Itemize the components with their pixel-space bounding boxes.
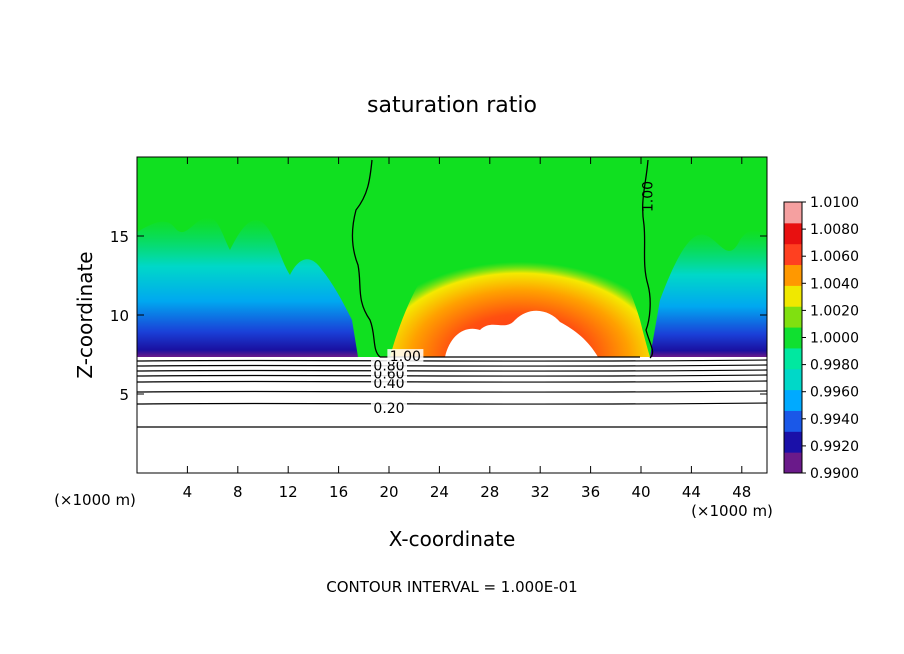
x-unit-left-label: (×1000 m) xyxy=(54,491,136,509)
contour-label-bg xyxy=(387,349,424,363)
contour-label-bg xyxy=(371,401,407,415)
x-tick-label: 8 xyxy=(233,483,243,501)
x-axis-title: X-coordinate xyxy=(389,527,516,551)
x-axis-ticks: 4 8 12 16 20 24 28 32 36 40 44 48 xyxy=(183,157,751,501)
contour-label: 0.20 xyxy=(373,401,404,417)
contour-1-00-left xyxy=(351,159,381,358)
colorbar-swatch xyxy=(784,264,802,286)
colorbar-swatch xyxy=(784,243,802,266)
colorbar-label: 0.9980 xyxy=(810,358,859,374)
x-tick-label: 16 xyxy=(329,483,348,501)
x-unit-right-label: (×1000 m) xyxy=(691,502,773,520)
colorbar-swatch xyxy=(784,452,802,474)
x-tick-label: 48 xyxy=(732,483,751,501)
lower-region xyxy=(137,357,767,473)
x-tick-label: 28 xyxy=(480,483,499,501)
dry-region-left xyxy=(137,217,358,357)
contour-label: 0.80 xyxy=(373,359,404,375)
contour-labels: 0.200.400.600.801.001.00 xyxy=(371,181,656,417)
x-tick-label: 4 xyxy=(183,483,193,501)
colorbar-label: 0.9920 xyxy=(810,439,859,455)
colorbar-swatch xyxy=(784,431,802,453)
colorbar-label: 1.0100 xyxy=(810,195,859,211)
colorbar-swatch xyxy=(784,327,802,349)
y-axis-title: Z-coordinate xyxy=(73,251,97,378)
x-tick-label: 12 xyxy=(279,483,298,501)
y-tick-label: 10 xyxy=(110,307,129,325)
colorbar-swatch xyxy=(784,347,802,370)
colorbar-swatch xyxy=(784,285,802,307)
colorbar-swatch xyxy=(784,202,802,224)
y-axis-ticks: 5 10 15 xyxy=(110,228,767,404)
x-tick-label: 32 xyxy=(531,483,550,501)
colorbar-swatch xyxy=(784,389,802,411)
dry-region-right xyxy=(650,230,767,357)
colorbar-label: 1.0040 xyxy=(810,276,859,292)
supersaturated-region xyxy=(390,198,650,357)
x-tick-label: 20 xyxy=(379,483,398,501)
contour-label: 1.00 xyxy=(640,181,656,212)
x-tick-label: 24 xyxy=(430,483,449,501)
colorbar-swatch xyxy=(784,306,802,328)
x-tick-label: 40 xyxy=(631,483,650,501)
cloud-region xyxy=(445,310,598,357)
colorbar-swatch xyxy=(784,410,802,432)
colorbar-label: 0.9940 xyxy=(810,412,859,428)
contour-interval-note: CONTOUR INTERVAL = 1.000E-01 xyxy=(326,578,577,596)
contour-label: 1.00 xyxy=(390,349,421,365)
colorbar-swatch xyxy=(784,222,802,245)
colorbar-label: 1.0080 xyxy=(810,222,859,238)
plot-area: 0.200.400.600.801.001.00 xyxy=(137,157,767,473)
colorbar-label: 0.9900 xyxy=(810,466,859,482)
y-tick-label: 5 xyxy=(119,386,129,404)
colorbar-label: 1.0060 xyxy=(810,249,859,265)
contour-label: 0.40 xyxy=(373,376,404,392)
colorbar-label: 0.9960 xyxy=(810,385,859,401)
x-tick-label: 44 xyxy=(682,483,701,501)
contour-1-00-right xyxy=(642,159,654,359)
chart-title: saturation ratio xyxy=(367,93,537,118)
colorbar-label: 1.0000 xyxy=(810,331,859,347)
colorbar: 1.0100 1.0080 1.0060 1.0040 1.0020 1.0000 0.99… xyxy=(783,195,859,482)
y-tick-label: 15 xyxy=(110,228,129,246)
colorbar-label: 1.0020 xyxy=(810,303,859,319)
colorbar-swatch xyxy=(784,368,802,391)
x-tick-label: 36 xyxy=(581,483,600,501)
